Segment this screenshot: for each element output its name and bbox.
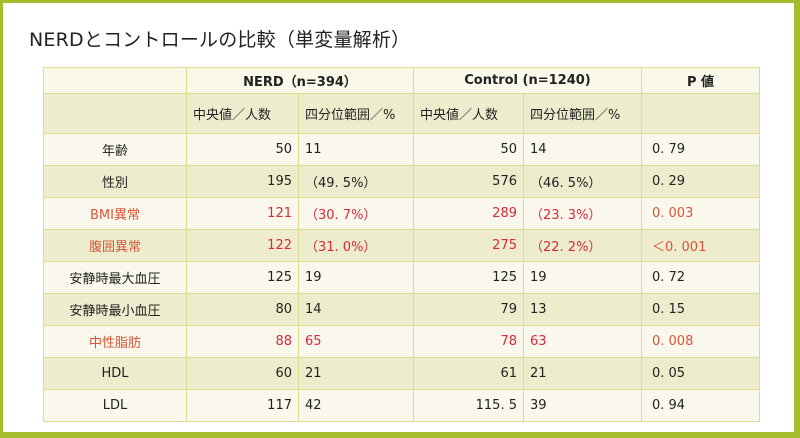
table-row: LDL 117 42 115. 5 39 0. 94 [43,389,760,422]
p-value-cell: 0. 29 [641,165,760,198]
row-label: LDL [43,389,187,422]
control-iqr-cell: 14 [523,133,642,166]
p-value-cell: 0. 008 [641,325,760,358]
row-label: 腹囲異常 [43,229,187,262]
nerd-median-cell: 60 [186,357,299,390]
table-row: 年齢 50 11 50 14 0. 79 [43,133,760,166]
group-header-row: NERD（n=394） Control (n=1240) P 値 [43,67,760,94]
control-median-cell: 125 [413,261,524,294]
nerd-median-cell: 122 [186,229,299,262]
p-value-cell: 0. 72 [641,261,760,294]
control-median-cell: 115. 5 [413,389,524,422]
table-row: HDL 60 21 61 21 0. 05 [43,357,760,390]
table-row: 安静時最小血圧 80 14 79 13 0. 15 [43,293,760,326]
nerd-iqr-cell: 14 [298,293,414,326]
row-label: 中性脂肪 [43,325,187,358]
row-label: HDL [43,357,187,390]
control-median-cell: 78 [413,325,524,358]
nerd-iqr-cell: 19 [298,261,414,294]
control-iqr-cell: 13 [523,293,642,326]
corner-cell [43,93,187,134]
table-row: 腹囲異常 122 （31. 0%） 275 （22. 2%） ＜0. 001 [43,229,760,262]
sub-header-row: 中央値／人数 四分位範囲／% 中央値／人数 四分位範囲／% [43,93,760,134]
nerd-iqr-cell: 65 [298,325,414,358]
control-iqr-header: 四分位範囲／% [523,93,642,134]
row-label: BMI異常 [43,197,187,230]
control-iqr-cell: 19 [523,261,642,294]
control-median-cell: 79 [413,293,524,326]
control-group-header: Control (n=1240) [413,67,642,94]
table-row: 中性脂肪 88 65 78 63 0. 008 [43,325,760,358]
control-median-cell: 576 [413,165,524,198]
nerd-iqr-cell: （31. 0%） [298,229,414,262]
slide-title: NERDとコントロールの比較（単変量解析） [29,29,411,51]
control-iqr-cell: 21 [523,357,642,390]
nerd-group-header: NERD（n=394） [186,67,414,94]
p-value-cell: 0. 003 [641,197,760,230]
comparison-table: NERD（n=394） Control (n=1240) P 値 中央値／人数 … [43,67,760,422]
p-value-header: P 値 [641,67,760,94]
nerd-iqr-header: 四分位範囲／% [298,93,414,134]
row-label: 安静時最大血圧 [43,261,187,294]
control-iqr-cell: 39 [523,389,642,422]
table-row: 性別 195 （49. 5%） 576 （46. 5%） 0. 29 [43,165,760,198]
nerd-median-cell: 117 [186,389,299,422]
control-median-cell: 50 [413,133,524,166]
nerd-iqr-cell: （49. 5%） [298,165,414,198]
control-median-cell: 289 [413,197,524,230]
p-value-subheader [641,93,760,134]
control-median-cell: 61 [413,357,524,390]
table-row: 安静時最大血圧 125 19 125 19 0. 72 [43,261,760,294]
table-row: BMI異常 121 （30. 7%） 289 （23. 3%） 0. 003 [43,197,760,230]
nerd-median-cell: 195 [186,165,299,198]
p-value-cell: 0. 79 [641,133,760,166]
control-iqr-cell: （23. 3%） [523,197,642,230]
nerd-iqr-cell: 21 [298,357,414,390]
nerd-iqr-cell: 11 [298,133,414,166]
corner-cell [43,67,187,94]
p-value-cell: 0. 05 [641,357,760,390]
nerd-median-header: 中央値／人数 [186,93,299,134]
nerd-iqr-cell: 42 [298,389,414,422]
nerd-median-cell: 125 [186,261,299,294]
p-value-cell: 0. 15 [641,293,760,326]
control-median-header: 中央値／人数 [413,93,524,134]
nerd-median-cell: 80 [186,293,299,326]
row-label: 性別 [43,165,187,198]
nerd-median-cell: 121 [186,197,299,230]
control-median-cell: 275 [413,229,524,262]
nerd-median-cell: 88 [186,325,299,358]
nerd-median-cell: 50 [186,133,299,166]
nerd-iqr-cell: （30. 7%） [298,197,414,230]
control-iqr-cell: （22. 2%） [523,229,642,262]
row-label: 年齢 [43,133,187,166]
p-value-cell: 0. 94 [641,389,760,422]
row-label: 安静時最小血圧 [43,293,187,326]
control-iqr-cell: 63 [523,325,642,358]
control-iqr-cell: （46. 5%） [523,165,642,198]
p-value-cell: ＜0. 001 [641,229,760,262]
